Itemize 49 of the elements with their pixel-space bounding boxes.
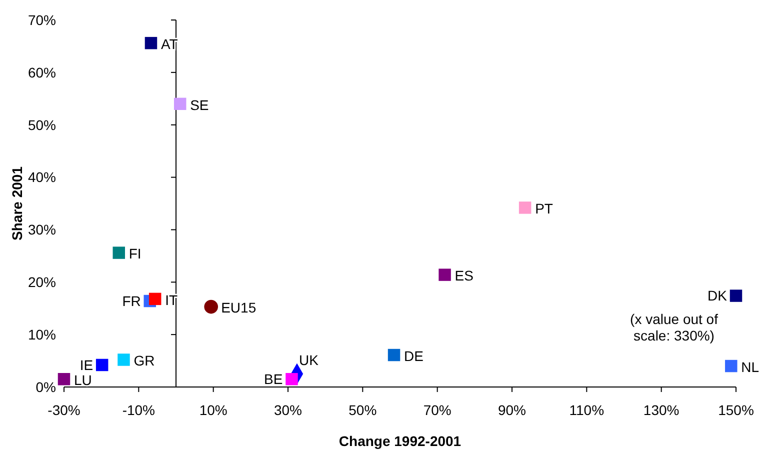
series-label: SE [190, 96, 209, 113]
y-tick-label: 60% [28, 64, 56, 80]
point [58, 373, 70, 386]
point [730, 290, 742, 302]
series-label: EU15 [221, 300, 256, 316]
series-label: BE [264, 371, 283, 388]
series-label: PT [535, 200, 554, 217]
point [438, 268, 451, 281]
point [286, 373, 298, 386]
series-label: UK [298, 352, 320, 368]
x-tick-label: 130% [643, 402, 680, 418]
y-tick-label: 20% [28, 274, 56, 290]
series-label: FR [122, 292, 141, 309]
y-axis-title: Share 2001 [9, 166, 25, 240]
point [118, 354, 130, 366]
annotation: (x value out of scale: 330%) [630, 310, 718, 344]
series-label: FI [128, 246, 142, 262]
x-axis-title: Change 1992-2001 [338, 433, 462, 449]
point [144, 36, 158, 50]
x-tick-label: 50% [348, 402, 377, 418]
x-tick-label: 70% [423, 402, 452, 418]
y-tick-label: 40% [28, 169, 56, 186]
point [725, 360, 738, 372]
point [112, 246, 126, 259]
x-tick-label: -10% [122, 402, 156, 418]
point [148, 292, 162, 306]
y-tick-label: 10% [28, 326, 56, 342]
series-label: IE [80, 356, 94, 373]
x-tick-label: 110% [569, 402, 604, 418]
series-label: LU [74, 372, 92, 388]
series-label: NL [741, 358, 760, 375]
x-tick-label: 150% [718, 402, 754, 418]
point [96, 358, 108, 372]
series-label: ES [454, 268, 474, 284]
y-tick-label: 70% [28, 12, 56, 28]
point [518, 202, 532, 214]
y-tick-label: 50% [28, 116, 56, 133]
point [204, 300, 218, 314]
x-tick-label: 10% [199, 402, 228, 418]
y-tick-label: 0% [36, 378, 56, 395]
x-tick-label: 30% [274, 402, 302, 418]
x-tick-label: -30% [48, 402, 80, 418]
series-label: DE [404, 348, 424, 364]
point [174, 98, 186, 110]
y-tick-label: 30% [28, 222, 56, 238]
series-label: DK [708, 288, 728, 304]
x-tick-label: 90% [498, 402, 526, 418]
series-label: GR [134, 352, 155, 369]
point [388, 348, 400, 362]
